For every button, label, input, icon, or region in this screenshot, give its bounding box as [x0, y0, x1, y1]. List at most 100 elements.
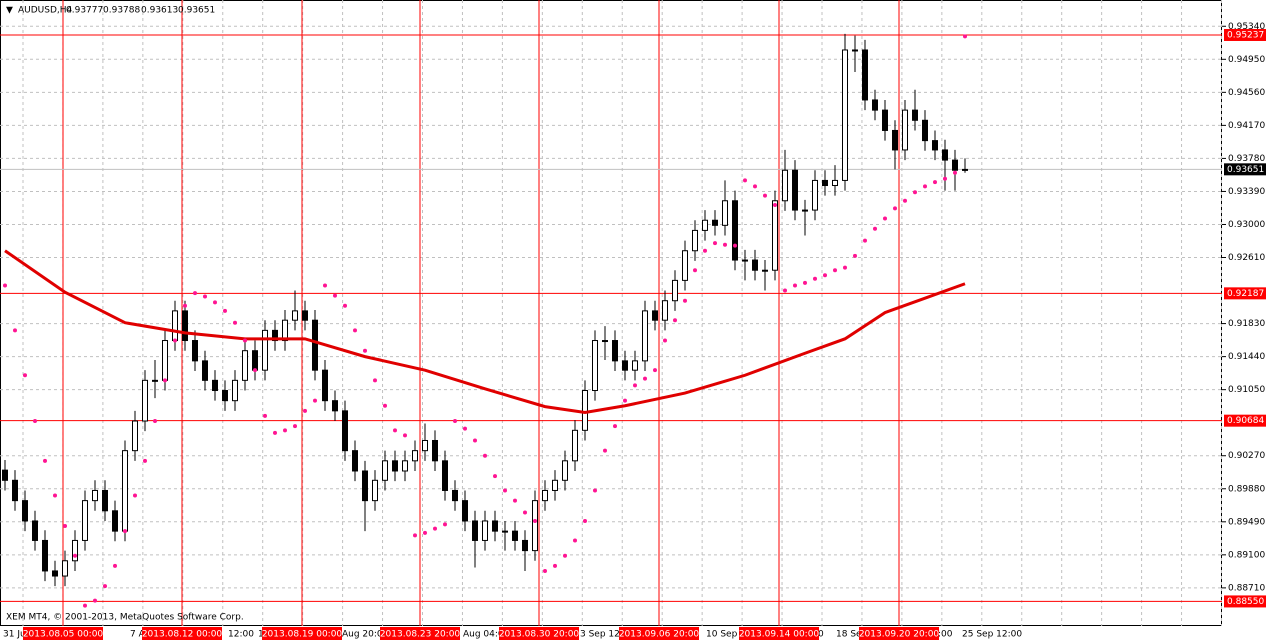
sar-dot — [943, 176, 947, 181]
candle-body — [892, 129, 898, 151]
candle-body — [142, 379, 148, 422]
candle-body — [472, 520, 478, 541]
candle-body — [272, 329, 278, 342]
time-marker-box — [619, 627, 699, 640]
candle-body — [512, 530, 518, 541]
candle-body — [642, 310, 648, 362]
y-tick-label: 0.90270 — [1228, 451, 1265, 461]
sar-dot — [3, 283, 7, 288]
sar-dot — [843, 265, 847, 270]
candle-body — [152, 379, 158, 382]
time-marker-label: 2013.08.05 00:00 — [23, 630, 104, 640]
sar-dot — [153, 419, 157, 424]
candle-body — [2, 469, 8, 481]
candle-body — [42, 539, 48, 572]
time-marker-box — [23, 627, 103, 640]
candle-body — [412, 450, 418, 462]
sar-dot — [113, 563, 117, 568]
candle-body — [422, 439, 428, 452]
x-tick-label: 12:00 — [228, 630, 254, 640]
level-label: 0.92187 — [1227, 289, 1264, 299]
candle-body — [392, 460, 398, 472]
sar-dot — [223, 308, 227, 313]
y-tick-label: 0.91440 — [1228, 352, 1265, 362]
candle-body — [352, 450, 358, 472]
candle-body — [192, 340, 198, 362]
sar-dot — [523, 510, 527, 515]
sar-dot — [683, 298, 687, 303]
candle-body — [322, 369, 328, 402]
candle-body — [952, 159, 958, 171]
sar-dot — [763, 193, 767, 198]
candle-body — [682, 250, 688, 281]
y-tick-label: 0.94560 — [1228, 88, 1265, 98]
x-tick-label: 10 Sep — [706, 630, 738, 640]
sar-dot — [143, 458, 147, 463]
sar-dot — [913, 190, 917, 195]
sar-dot — [343, 303, 347, 308]
candle-body — [812, 179, 818, 211]
header-high: 0.93788 — [103, 6, 140, 16]
y-tick-label: 0.91050 — [1228, 385, 1265, 395]
candle-body — [232, 379, 238, 402]
candle-body — [912, 109, 918, 121]
sar-dot — [543, 568, 547, 573]
sar-dot — [373, 378, 377, 383]
x-tick-label: Aug 04:0 — [463, 630, 504, 640]
candle-body — [262, 329, 268, 371]
candle-body — [622, 360, 628, 371]
time-marker-label: 2013.08.19 00:00 — [262, 630, 343, 640]
current-price-box — [1224, 163, 1266, 176]
candle-body — [882, 109, 888, 131]
y-tick-label: 0.94170 — [1228, 121, 1265, 131]
sar-dot — [793, 283, 797, 288]
y-tick-label: 0.88710 — [1228, 583, 1265, 593]
y-tick-label: 0.95340 — [1228, 22, 1265, 32]
candle-body — [852, 49, 858, 52]
sar-dot — [433, 526, 437, 531]
candle-body — [592, 340, 598, 392]
candle-body — [452, 489, 458, 502]
y-tick-label: 0.91830 — [1228, 319, 1265, 329]
sar-dot — [253, 368, 257, 373]
time-marker-box — [380, 627, 460, 640]
y-tick-label: 0.93000 — [1228, 220, 1265, 230]
candle-body — [162, 340, 168, 381]
sar-dot — [653, 368, 657, 373]
sar-dot — [823, 273, 827, 278]
candle-body — [562, 460, 568, 481]
candle-body — [242, 350, 248, 381]
candle-body — [502, 530, 508, 533]
time-marker-label: 2013.09.06 20:00 — [619, 630, 700, 640]
sar-dot — [963, 34, 967, 39]
time-marker-label: 2013.09.20 20:00 — [859, 630, 940, 640]
y-tick-label: 0.89880 — [1228, 484, 1265, 494]
sar-dot — [303, 408, 307, 413]
sar-dot — [243, 338, 247, 343]
copyright: XEM MT4, © 2001-2013, MetaQuotes Softwar… — [6, 613, 244, 623]
sar-dot — [383, 403, 387, 408]
sar-dot — [743, 178, 747, 183]
candle-body — [942, 149, 948, 161]
candle-body — [312, 319, 318, 371]
time-marker-box — [142, 627, 222, 640]
sar-dot — [613, 424, 617, 429]
sar-dot — [403, 433, 407, 438]
sar-dot — [713, 241, 717, 246]
header-open: 0.93777 — [66, 6, 103, 16]
sar-dot — [573, 538, 577, 543]
sar-dot — [863, 238, 867, 243]
candle-body — [72, 539, 78, 562]
sar-dot — [473, 438, 477, 443]
sar-dot — [213, 300, 217, 305]
candle-body — [342, 410, 348, 452]
time-marker-label: 2013.08.30 20:00 — [499, 630, 580, 640]
candle-body — [122, 450, 128, 532]
candle-body — [652, 310, 658, 321]
sar-dot — [323, 283, 327, 288]
sar-dot — [503, 488, 507, 493]
candle-body — [842, 49, 848, 181]
sar-dot — [173, 338, 177, 343]
sar-dot — [783, 288, 787, 293]
